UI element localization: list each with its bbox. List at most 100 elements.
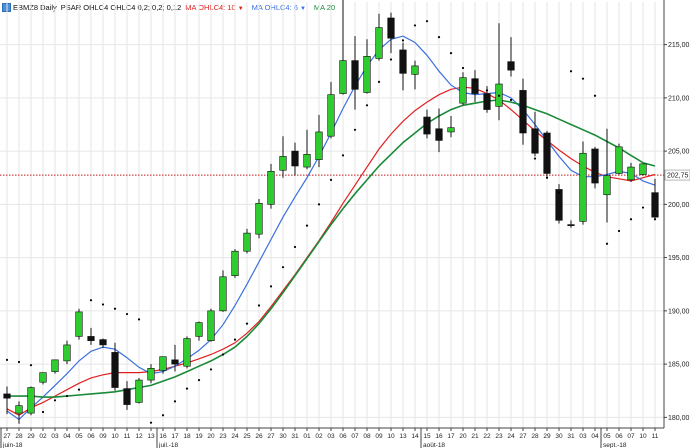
candle	[603, 128, 611, 223]
candle-down-body	[87, 336, 95, 341]
candle-down-body	[111, 352, 119, 388]
candle-up-body	[183, 338, 191, 367]
candle-up-body	[15, 405, 23, 414]
psar-dot	[77, 388, 81, 391]
x-tick-label: 03	[579, 433, 587, 440]
psar-legend-label[interactable]: PSAR OHLC4 OHLC4 0,2; 0,2; 0,12	[60, 2, 182, 12]
psar-dot	[437, 36, 441, 39]
candle	[579, 141, 587, 225]
psar-dots	[5, 20, 657, 424]
candle	[543, 130, 551, 177]
psar-dot	[5, 358, 9, 361]
x-tick-label: 24	[231, 433, 239, 440]
x-tick-label: 22	[483, 433, 491, 440]
psar-dot	[17, 360, 21, 364]
x-tick-label: 13	[399, 433, 407, 440]
x-tick-label: 19	[195, 433, 203, 440]
candle	[27, 386, 35, 416]
month-label: août-18	[423, 442, 445, 448]
psar-dot	[497, 94, 501, 97]
month-label: sept.-18	[603, 442, 627, 448]
y-axis-labels: 180,00 185,00 190,00 195,00 200,00 205,00 210,…	[664, 42, 690, 422]
candle-down-body	[591, 148, 599, 184]
y-tick-label: 180,00	[668, 415, 690, 422]
x-tick-label: 29	[543, 433, 551, 440]
psar-dot	[425, 20, 429, 23]
symbol-label[interactable]: EBMZ8 Daily	[13, 2, 57, 12]
candle-up-body	[363, 56, 371, 93]
x-tick-label: 27	[519, 433, 527, 440]
candle	[255, 199, 263, 239]
psar-dot	[449, 52, 453, 55]
candle	[459, 72, 467, 106]
psar-dot	[617, 229, 621, 233]
candle	[219, 270, 227, 312]
x-tick-label: 14	[411, 433, 419, 440]
psar-dot	[101, 303, 105, 306]
psar-dot	[113, 307, 117, 310]
y-tick-label: 205,00	[668, 149, 690, 156]
x-tick-label: 20	[459, 433, 467, 440]
x-tick-label: 04	[591, 433, 599, 440]
x-tick-label: 01	[303, 433, 311, 440]
psar-dot	[53, 399, 57, 402]
psar-dot	[137, 318, 141, 321]
candle	[3, 386, 11, 415]
psar-dot	[221, 353, 225, 356]
candle	[87, 327, 95, 345]
psar-dot	[329, 178, 333, 181]
x-tick-label: 03	[327, 433, 335, 440]
x-tick-label: 23	[495, 433, 503, 440]
candle	[99, 338, 107, 349]
x-tick-label: 05	[75, 433, 83, 440]
x-tick-label: 29	[27, 433, 35, 440]
psar-dot	[293, 245, 297, 249]
candle	[399, 42, 407, 91]
psar-dot	[389, 58, 393, 61]
x-tick-label: 12	[135, 433, 143, 440]
chevron-down-icon[interactable]: ▼	[237, 5, 244, 12]
x-tick-label: 10	[639, 433, 647, 440]
candle-up-body	[135, 379, 143, 403]
candle-down-body	[567, 224, 575, 226]
ma10-legend[interactable]: MA OHLC4: 10 ▼	[185, 3, 247, 12]
candle	[195, 321, 203, 341]
candle-up-body	[459, 77, 467, 104]
x-tick-label: 21	[471, 433, 479, 440]
candle-up-body	[147, 368, 155, 381]
month-label: juin-18	[2, 442, 23, 448]
x-tick-label: 08	[363, 433, 371, 440]
candle	[435, 108, 443, 153]
psar-dot	[233, 338, 237, 341]
x-tick-label: 17	[447, 433, 455, 440]
candle-up-body	[279, 156, 287, 171]
chevron-down-icon[interactable]: ▼	[299, 5, 306, 12]
ma10-legend-label: MA OHLC4: 10	[185, 2, 236, 12]
ma6-legend[interactable]: MA OHLC4: 6 ▼	[252, 3, 310, 12]
y-tick-label: 190,00	[668, 308, 690, 315]
x-tick-label: 27	[3, 433, 11, 440]
ma20-legend-label[interactable]: MA 20	[313, 2, 336, 12]
candle	[207, 308, 215, 342]
x-tick-label: 27	[267, 433, 275, 440]
candle	[531, 111, 539, 157]
candle	[231, 249, 239, 278]
candle	[39, 372, 47, 385]
x-tick-label: 05	[603, 433, 611, 440]
psar-dot	[401, 39, 405, 42]
candle	[303, 129, 311, 170]
candle	[591, 146, 599, 189]
candle	[135, 377, 143, 404]
candle-down-body	[387, 17, 395, 39]
candle	[627, 162, 635, 182]
candle-down-body	[351, 60, 359, 90]
x-tick-label: 31	[291, 433, 299, 440]
psar-dot	[461, 66, 465, 70]
y-tick-label: 195,00	[668, 255, 690, 262]
candle-up-body	[447, 127, 455, 133]
x-tick-label: 24	[507, 433, 515, 440]
candle-down-body	[423, 116, 431, 135]
psar-dot	[125, 312, 129, 316]
psar-dot	[365, 104, 369, 107]
